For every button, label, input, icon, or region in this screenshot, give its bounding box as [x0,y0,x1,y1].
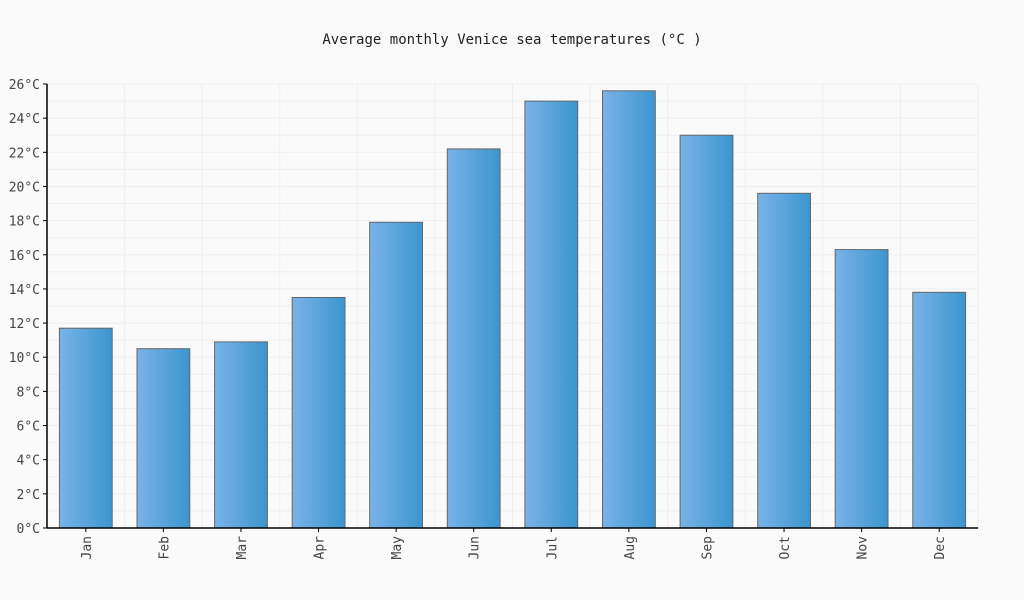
y-tick-label: 2°C [17,488,40,503]
bar-nov [834,249,889,529]
y-tick-label: 24°C [9,112,40,127]
x-tick-label-feb: Feb [157,536,172,560]
bar-jun [446,148,501,529]
x-tick-labels: Jan Feb Mar Apr May Jun Jul Aug Sep Oct Nov Dec [80,528,948,559]
y-tick-label: 4°C [17,454,40,469]
chart-title: Average monthly Venice sea temperatures … [322,32,702,48]
x-tick-label-jul: Jul [545,536,560,559]
y-tick-labels: 0°C 2°C 4°C 6°C 8°C 10°C 12°C 14°C 16°C 18°C 20°C 2… [9,78,47,537]
bar-dec [912,291,967,529]
y-tick-label: 22°C [9,146,40,161]
grid-layer [46,83,979,529]
x-tick-label-jan: Jan [80,536,95,559]
bar-apr [291,297,346,529]
y-tick-label: 10°C [9,351,40,366]
x-tick-label-aug: Aug [623,536,638,559]
bar-aug [602,90,656,529]
x-tick-label-may: May [390,536,405,560]
y-tick-label: 18°C [9,215,40,230]
axis-layer [46,84,978,529]
bar-jan [58,327,113,529]
y-tick-label: 20°C [9,180,40,195]
y-tick-label: 6°C [17,420,40,435]
x-tick-label-oct: Oct [778,536,793,559]
y-tick-label: 16°C [9,249,40,264]
bar-sep [679,134,734,529]
bar-oct [757,192,812,529]
y-tick-label: 12°C [9,317,40,332]
x-tick-label-sep: Sep [700,536,715,560]
bar-may [369,221,424,529]
y-tick-label: 26°C [9,78,40,93]
x-tick-label-apr: Apr [313,536,328,560]
y-tick-label: 8°C [17,385,40,400]
y-tick-label: 14°C [9,283,40,298]
x-tick-label-nov: Nov [856,536,871,560]
x-tick-label-jun: Jun [468,536,483,559]
bar-mar [214,341,268,529]
x-tick-label-dec: Dec [933,536,948,559]
bar-layer [58,90,967,529]
y-tick-label: 0°C [17,522,40,537]
bar-jul [524,100,579,529]
x-tick-label-mar: Mar [235,536,250,560]
bar-feb [136,348,191,529]
